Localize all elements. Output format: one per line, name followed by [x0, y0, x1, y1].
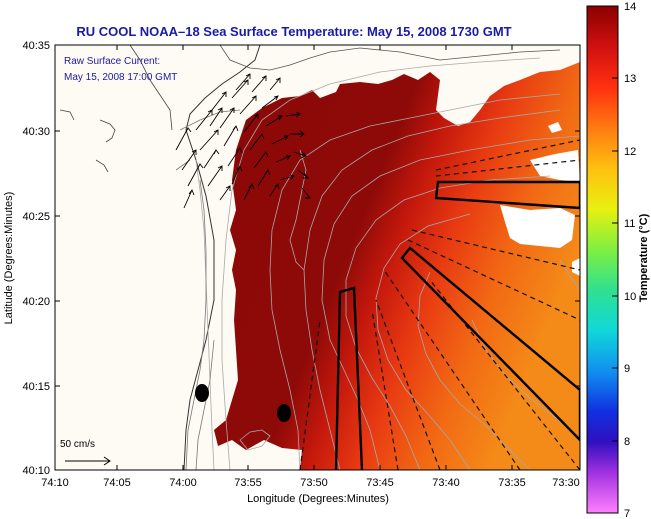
- sampling-boxes: [334, 180, 580, 470]
- x-axis-label: Longitude (Degrees:Minutes): [247, 493, 389, 505]
- colorbar-tick-label: 11: [624, 218, 635, 230]
- y-axis-ticks: [55, 130, 580, 387]
- buoy-marker: [277, 404, 291, 422]
- x-tick-label: 74:00: [169, 477, 197, 489]
- colorbar-label: Temperature (°C): [638, 213, 650, 302]
- y-tick-label: 40:10: [22, 465, 50, 477]
- y-tick-label: 40:30: [22, 126, 50, 138]
- sst-field: [214, 62, 580, 470]
- no-data-gap: [530, 150, 580, 182]
- x-tick-label: 73:55: [234, 477, 262, 489]
- x-axis: 74:10 74:05 74:00 73:55 73:50 73:45 73:4…: [41, 477, 580, 489]
- x-tick-label: 73:45: [366, 477, 394, 489]
- x-tick-label: 73:35: [498, 477, 526, 489]
- no-data-gap: [572, 258, 580, 276]
- y-tick-label: 40:35: [22, 40, 50, 52]
- scale-arrow: [65, 456, 111, 466]
- current-vectors: [175, 73, 311, 209]
- scale-label: 50 cm/s: [60, 439, 95, 450]
- x-tick-label: 73:50: [300, 477, 328, 489]
- no-data-gap: [500, 205, 575, 248]
- raw-current-label: Raw Surface Current:: [64, 56, 160, 67]
- x-tick-label: 73:40: [432, 477, 460, 489]
- map-title: RU COOL NOAA–18 Sea Surface Temperature:…: [76, 24, 512, 39]
- coastline: [219, 45, 561, 71]
- x-axis-ticks: [116, 45, 513, 470]
- y-axis-label: Latitude (Degrees:Minutes): [3, 192, 15, 325]
- coastline: [59, 109, 116, 173]
- colorbar-tick-label: 9: [624, 363, 630, 375]
- y-axis: 40:35 40:30 40:25 40:20 40:15 40:10: [22, 40, 50, 477]
- colorbar-tick-label: 8: [624, 436, 630, 448]
- colorbar-tick-label: 13: [624, 73, 636, 85]
- coastline: [129, 45, 173, 131]
- y-tick-label: 40:20: [22, 296, 50, 308]
- colorbar: [586, 5, 619, 514]
- x-tick-label: 74:10: [41, 477, 69, 489]
- coastline: [183, 45, 261, 470]
- raw-current-time: May 15, 2008 17:00 GMT: [64, 72, 177, 83]
- x-tick-label: 73:30: [552, 477, 580, 489]
- y-tick-label: 40:25: [22, 211, 50, 223]
- colorbar-tick-label: 14: [624, 1, 636, 13]
- colorbar-tick-label: 7: [624, 508, 630, 519]
- buoy-marker: [195, 384, 209, 402]
- colorbar-tick-marks: [612, 77, 618, 442]
- no-data-gap: [548, 122, 562, 133]
- colorbar-ticks: 14 13 12 11 10 9 8 7: [624, 1, 636, 519]
- colorbar-tick-label: 12: [624, 146, 636, 158]
- plot-frame: [54, 44, 581, 471]
- colorbar-tick-label: 10: [624, 291, 636, 303]
- x-tick-label: 74:05: [103, 477, 131, 489]
- y-tick-label: 40:15: [22, 381, 50, 393]
